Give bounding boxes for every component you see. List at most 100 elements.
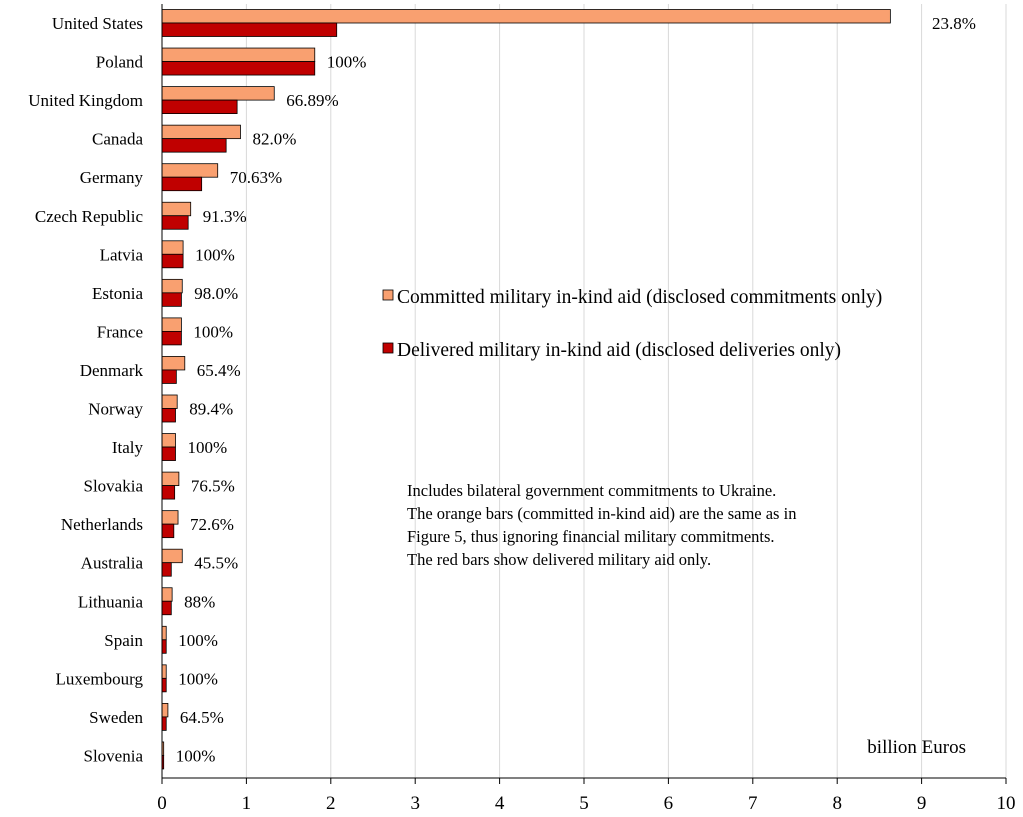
x-tick-label-9: 9	[917, 793, 927, 814]
legend-label-delivered: Delivered military in-kind aid (disclose…	[397, 340, 841, 361]
data-label-united-states: 23.8%	[932, 14, 976, 33]
unit-label: billion Euros	[867, 737, 966, 758]
category-label-united-states: United States	[52, 14, 143, 33]
bar-delivered-netherlands	[162, 524, 174, 538]
bar-delivered-estonia	[162, 293, 181, 307]
bar-committed-poland	[162, 48, 315, 62]
category-label-france: France	[97, 322, 143, 341]
bar-committed-united-kingdom	[162, 87, 274, 101]
x-tick-label-10: 10	[997, 793, 1016, 814]
bar-committed-netherlands	[162, 511, 178, 525]
legend-item-committed: Committed military in-kind aid (disclose…	[383, 287, 882, 308]
bar-committed-lithuania	[162, 588, 172, 602]
data-label-australia: 45.5%	[194, 554, 238, 573]
x-tick-label-8: 8	[832, 793, 842, 814]
category-label-czech-republic: Czech Republic	[35, 207, 144, 226]
bar-committed-france	[162, 318, 181, 332]
data-label-lithuania: 88%	[184, 592, 215, 611]
data-label-sweden: 64.5%	[180, 708, 224, 727]
bar-committed-spain	[162, 626, 166, 640]
category-label-canada: Canada	[92, 130, 143, 149]
category-label-poland: Poland	[96, 53, 144, 72]
bar-delivered-united-kingdom	[162, 100, 237, 114]
bar-delivered-sweden	[162, 717, 166, 731]
bar-delivered-norway	[162, 409, 176, 423]
annotation-line-2: The orange bars (committed in-kind aid) …	[407, 504, 796, 523]
data-label-slovenia: 100%	[176, 746, 216, 765]
x-tick-label-1: 1	[242, 793, 252, 814]
data-label-germany: 70.63%	[230, 168, 282, 187]
legend: Committed military in-kind aid (disclose…	[383, 287, 882, 361]
bar-committed-canada	[162, 125, 240, 138]
x-tick-label-7: 7	[748, 793, 758, 814]
data-label-poland: 100%	[327, 53, 367, 72]
data-label-france: 100%	[193, 322, 233, 341]
bar-delivered-germany	[162, 177, 202, 191]
data-label-luxembourg: 100%	[178, 669, 218, 688]
category-label-spain: Spain	[104, 631, 143, 650]
bar-delivered-australia	[162, 563, 171, 577]
x-axis: 0 1 2 3 4 5 6 7 8 9 10	[157, 4, 1015, 814]
bar-delivered-latvia	[162, 254, 183, 267]
category-label-latvia: Latvia	[100, 245, 144, 264]
bar-delivered-slovakia	[162, 486, 175, 500]
bar-delivered-poland	[162, 62, 315, 76]
category-label-italy: Italy	[112, 438, 144, 457]
data-label-netherlands: 72.6%	[190, 515, 234, 534]
category-label-norway: Norway	[88, 400, 143, 419]
legend-label-committed: Committed military in-kind aid (disclose…	[397, 287, 882, 308]
category-label-lithuania: Lithuania	[78, 592, 144, 611]
legend-swatch-committed	[383, 290, 393, 300]
legend-swatch-delivered	[383, 343, 393, 353]
category-label-slovakia: Slovakia	[84, 477, 144, 496]
category-label-germany: Germany	[80, 168, 144, 187]
bar-delivered-france	[162, 331, 181, 345]
data-label-norway: 89.4%	[189, 400, 233, 419]
bar-delivered-italy	[162, 447, 176, 461]
bar-committed-denmark	[162, 356, 185, 370]
bar-delivered-spain	[162, 640, 166, 654]
bar-delivered-canada	[162, 139, 226, 153]
category-label-netherlands: Netherlands	[61, 515, 143, 534]
bar-delivered-united-states	[162, 23, 337, 37]
category-label-united-kingdom: United Kingdom	[28, 91, 143, 110]
category-label-sweden: Sweden	[89, 708, 143, 727]
x-tick-label-3: 3	[410, 793, 420, 814]
bar-committed-latvia	[162, 241, 183, 255]
data-label-estonia: 98.0%	[194, 284, 238, 303]
data-labels: 23.8% 100% 66.89% 82.0% 70.63% 91.3% 100% 98.0%…	[176, 14, 976, 765]
data-label-united-kingdom: 66.89%	[286, 91, 338, 110]
bars-group	[162, 10, 890, 769]
data-label-spain: 100%	[178, 631, 218, 650]
category-label-luxembourg: Luxembourg	[55, 669, 143, 688]
x-tick-label-6: 6	[664, 793, 674, 814]
legend-item-delivered: Delivered military in-kind aid (disclose…	[383, 340, 841, 361]
annotation-note: Includes bilateral government commitment…	[407, 481, 796, 569]
data-label-denmark: 65.4%	[197, 361, 241, 380]
bar-committed-norway	[162, 395, 177, 409]
x-tick-label-2: 2	[326, 793, 336, 814]
data-label-canada: 82.0%	[252, 130, 296, 149]
bar-delivered-denmark	[162, 370, 176, 384]
bar-committed-czech-republic	[162, 202, 191, 216]
category-label-australia: Australia	[81, 554, 144, 573]
data-label-czech-republic: 91.3%	[203, 207, 247, 226]
gridlines	[246, 4, 1006, 778]
category-label-slovenia: Slovenia	[84, 746, 144, 765]
bar-committed-australia	[162, 549, 182, 563]
bar-committed-germany	[162, 164, 218, 178]
data-label-latvia: 100%	[195, 245, 235, 264]
category-label-estonia: Estonia	[92, 284, 143, 303]
bar-committed-united-states	[162, 10, 890, 24]
bar-committed-italy	[162, 434, 176, 448]
bar-delivered-lithuania	[162, 601, 171, 615]
bar-committed-luxembourg	[162, 665, 166, 679]
bar-committed-slovakia	[162, 472, 179, 486]
bar-committed-estonia	[162, 279, 182, 293]
category-labels: United States Poland United Kingdom Canada G…	[28, 14, 143, 765]
annotation-line-1: Includes bilateral government commitment…	[407, 481, 776, 500]
data-label-slovakia: 76.5%	[191, 477, 235, 496]
bar-committed-sweden	[162, 703, 168, 717]
x-tick-label-0: 0	[157, 793, 167, 814]
